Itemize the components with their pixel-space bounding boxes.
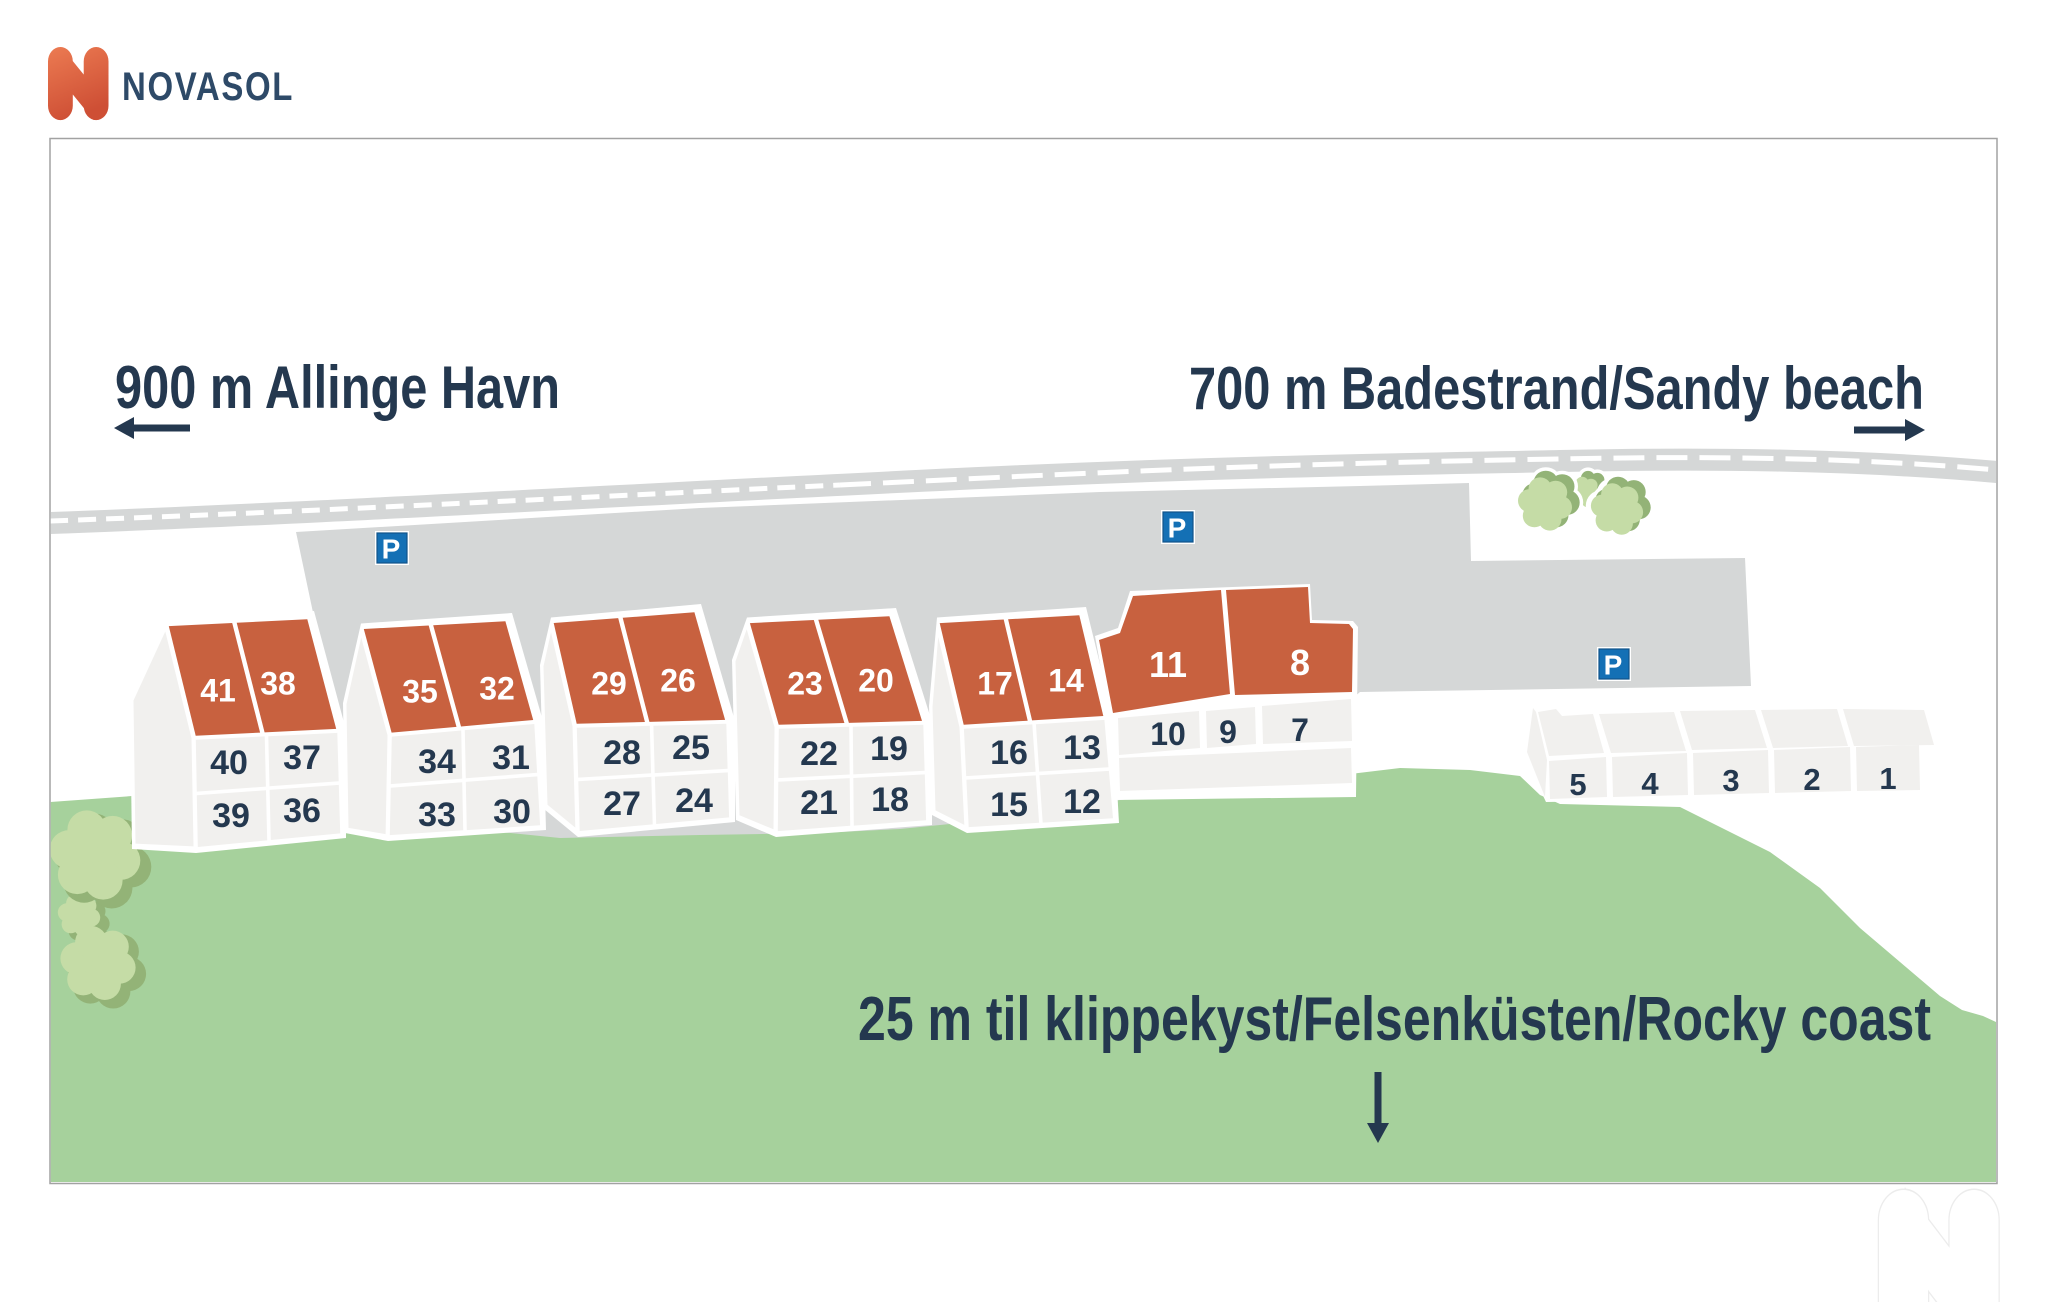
svg-text:33: 33 (418, 796, 456, 834)
svg-text:24: 24 (675, 782, 713, 820)
svg-text:2: 2 (1803, 762, 1820, 797)
svg-text:30: 30 (493, 793, 531, 831)
svg-text:1: 1 (1879, 761, 1896, 796)
svg-text:37: 37 (283, 739, 321, 777)
svg-text:12: 12 (1063, 783, 1101, 821)
svg-text:13: 13 (1063, 729, 1101, 767)
svg-text:11: 11 (1149, 644, 1187, 685)
svg-text:8: 8 (1290, 642, 1310, 683)
svg-text:P: P (382, 534, 401, 565)
svg-text:18: 18 (871, 781, 909, 819)
svg-text:21: 21 (800, 784, 838, 822)
svg-text:15: 15 (990, 786, 1028, 824)
svg-text:38: 38 (260, 666, 296, 702)
svg-text:16: 16 (990, 734, 1028, 772)
svg-text:29: 29 (591, 666, 627, 702)
svg-text:P: P (1604, 650, 1623, 681)
svg-text:10: 10 (1150, 716, 1186, 752)
svg-text:3: 3 (1722, 763, 1739, 798)
svg-text:7: 7 (1291, 712, 1309, 748)
svg-text:40: 40 (210, 744, 248, 782)
svg-text:27: 27 (603, 785, 641, 823)
svg-text:41: 41 (200, 673, 236, 709)
svg-text:23: 23 (787, 666, 823, 702)
svg-text:17: 17 (977, 666, 1013, 702)
svg-text:39: 39 (212, 797, 250, 835)
svg-text:35: 35 (402, 674, 438, 710)
svg-text:19: 19 (870, 730, 908, 768)
svg-text:700 m Badestrand/Sandy beach: 700 m Badestrand/Sandy beach (1189, 355, 1924, 422)
svg-text:4: 4 (1641, 766, 1659, 801)
svg-text:14: 14 (1048, 663, 1084, 699)
svg-text:900 m Allinge Havn: 900 m Allinge Havn (115, 354, 560, 421)
svg-text:34: 34 (418, 743, 456, 781)
svg-text:32: 32 (479, 671, 515, 707)
svg-text:28: 28 (603, 734, 641, 772)
svg-text:25 m til klippekyst/Felsenküst: 25 m til klippekyst/Felsenküsten/Rocky c… (858, 985, 1931, 1054)
svg-text:9: 9 (1219, 714, 1237, 750)
svg-text:26: 26 (660, 663, 696, 699)
svg-text:36: 36 (283, 792, 321, 830)
svg-text:31: 31 (492, 739, 530, 777)
svg-text:P: P (1168, 513, 1187, 544)
svg-text:25: 25 (672, 729, 710, 767)
svg-text:5: 5 (1569, 767, 1586, 802)
svg-text:22: 22 (800, 735, 838, 773)
svg-text:NOVASOL: NOVASOL (122, 65, 294, 109)
svg-text:20: 20 (858, 663, 894, 699)
